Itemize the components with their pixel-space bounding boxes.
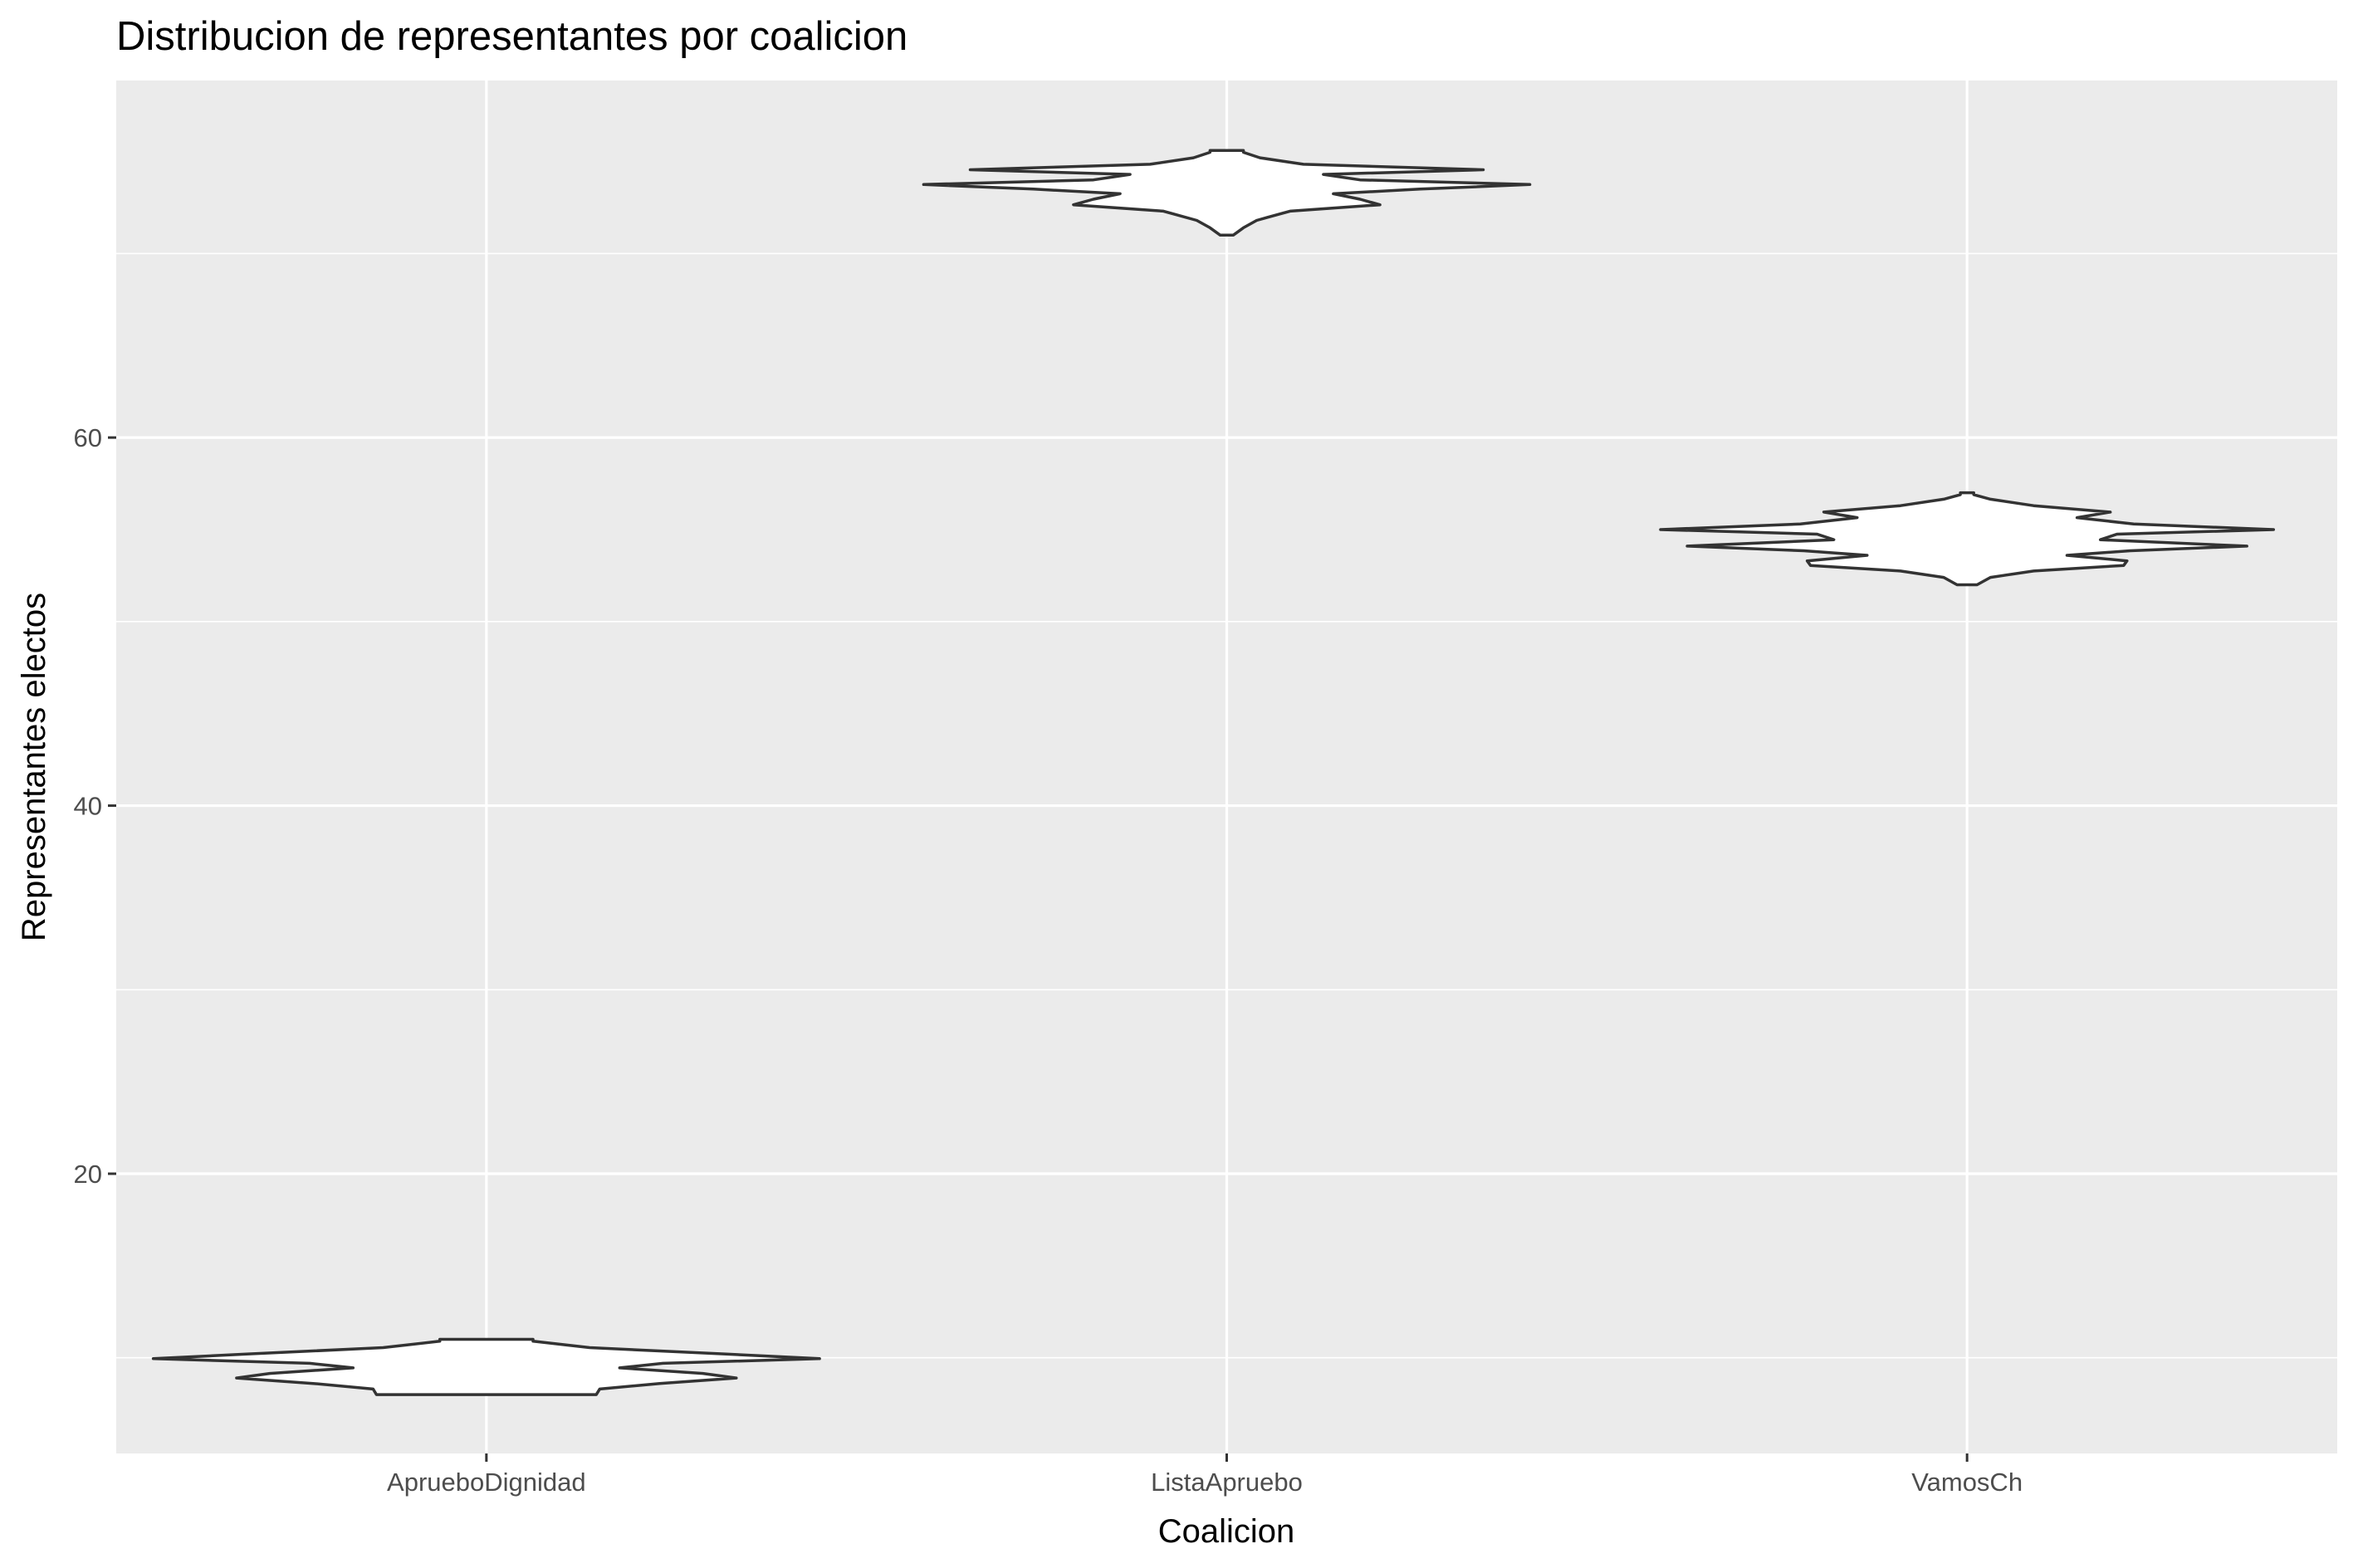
x-tick-label: ListaApruebo: [1151, 1468, 1303, 1497]
y-tick-label: 60: [74, 423, 102, 452]
chart-title: Distribucion de representantes por coali…: [116, 14, 907, 59]
y-tick-label: 20: [74, 1160, 102, 1189]
violin-layer: [151, 149, 2276, 1396]
violin-apruebodignidad: [151, 1337, 821, 1396]
x-axis: AprueboDignidad ListaApruebo VamosCh: [387, 1453, 2023, 1497]
x-tick-label: AprueboDignidad: [387, 1468, 586, 1497]
major-gridlines: [116, 81, 2337, 1453]
violin-listaapruebo: [922, 149, 1532, 237]
y-axis-title: Representantes electos: [16, 593, 52, 941]
x-tick-label: VamosCh: [1911, 1468, 2023, 1497]
x-axis-title: Coalicion: [1158, 1513, 1295, 1550]
y-axis: 20 40 60: [74, 423, 116, 1189]
y-tick-label: 40: [74, 792, 102, 821]
violin-vamosch: [1659, 491, 2276, 587]
